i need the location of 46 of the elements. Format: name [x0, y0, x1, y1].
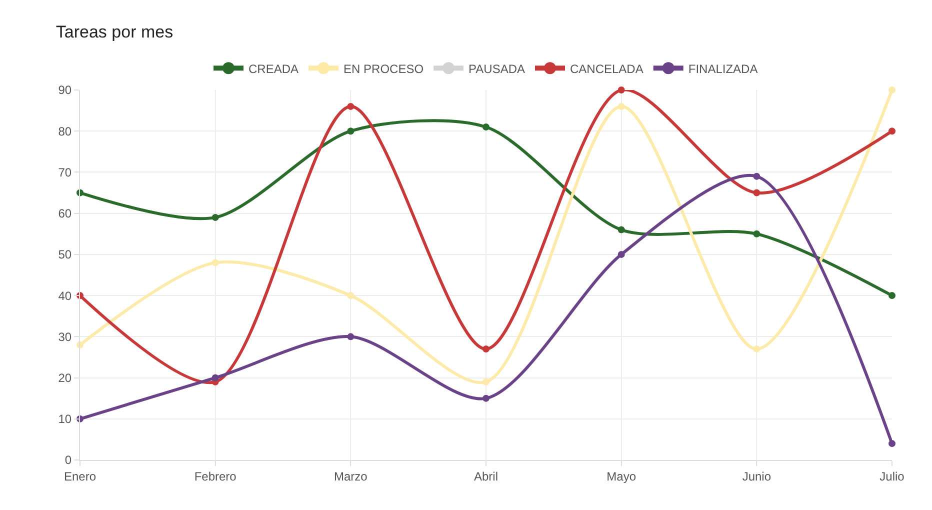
y-tick-label: 50 — [58, 248, 72, 262]
x-tick-label: Enero — [64, 469, 96, 484]
y-tick-label: 90 — [58, 83, 72, 98]
point — [618, 250, 625, 258]
point — [347, 333, 354, 340]
legend-label: EN PROCESO — [344, 62, 424, 76]
y-tick-label: 40 — [58, 288, 72, 303]
point — [618, 86, 625, 94]
x-tick-label: Mayo — [606, 469, 636, 484]
y-tick-label: 20 — [58, 370, 72, 385]
legend-label: FINALIZADA — [688, 62, 758, 76]
legend-label: CREADA — [248, 62, 299, 76]
point — [618, 102, 625, 110]
point — [888, 440, 896, 448]
x-tick-label: Julio — [880, 469, 905, 484]
point — [618, 226, 625, 234]
point — [347, 128, 354, 135]
point — [212, 374, 219, 382]
point — [753, 189, 760, 196]
y-tick-label: 30 — [58, 330, 72, 344]
y-tick-label: 80 — [58, 124, 72, 138]
point — [212, 259, 219, 266]
x-tick-label: Febrero — [194, 469, 237, 484]
point — [482, 124, 490, 130]
point — [753, 346, 760, 352]
y-tick-label: 70 — [58, 165, 72, 180]
point — [482, 378, 490, 386]
point — [212, 214, 219, 221]
x-tick-label: Abril — [474, 469, 498, 484]
point — [753, 172, 760, 180]
y-tick-label: 10 — [58, 412, 72, 426]
x-tick-label: Junio — [742, 469, 772, 484]
point — [888, 292, 896, 300]
point — [482, 346, 490, 352]
point — [888, 128, 896, 135]
x-tick-label: Marzo — [334, 469, 368, 484]
y-tick-label: 60 — [58, 206, 72, 221]
legend-label: CANCELADA — [570, 62, 644, 76]
y-tick-label: 0 — [64, 453, 72, 468]
legend-label: PAUSADA — [468, 62, 525, 76]
chart-title: Tareas por mes — [56, 22, 174, 42]
point — [753, 230, 760, 238]
point — [482, 394, 490, 402]
point — [347, 102, 354, 110]
point — [888, 86, 896, 94]
point — [347, 292, 354, 300]
